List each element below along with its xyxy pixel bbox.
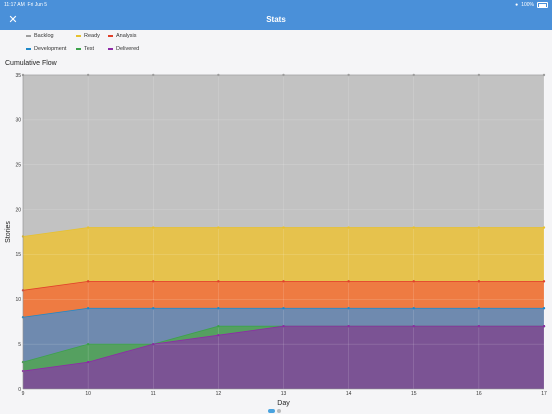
y-tick-label: 5 — [18, 342, 21, 348]
point-ready — [282, 226, 285, 229]
wifi-icon: ● — [515, 2, 519, 8]
point-analysis — [412, 280, 415, 283]
legend-item-test: Test — [76, 46, 94, 52]
point-analysis — [477, 280, 481, 283]
legend-item-development: Development — [26, 46, 66, 52]
point-analysis — [542, 280, 546, 283]
point-backlog — [282, 73, 285, 77]
status-date: Fri Jun 5 — [27, 2, 47, 8]
point-analysis — [347, 280, 350, 283]
point-development — [347, 307, 350, 310]
chart-title: Cumulative Flow — [5, 60, 57, 67]
area-delivered — [23, 326, 544, 389]
y-tick-label: 35 — [15, 73, 21, 79]
y-tick-label: 0 — [18, 387, 21, 393]
legend-label: Development — [34, 46, 67, 52]
point-ready — [477, 226, 481, 229]
point-test — [217, 325, 220, 328]
y-axis-label: Stories — [5, 221, 12, 243]
page-dot-active[interactable] — [268, 409, 275, 413]
point-ready — [217, 226, 220, 229]
legend-swatch — [26, 35, 31, 37]
legend-swatch — [76, 35, 81, 37]
x-tick-label: 11 — [151, 391, 156, 397]
point-delivered — [347, 325, 350, 328]
point-analysis — [217, 280, 220, 283]
point-development — [152, 307, 155, 310]
point-backlog — [86, 73, 90, 77]
x-tick-label: 12 — [216, 391, 222, 397]
point-delivered — [542, 325, 546, 328]
y-tick-label: 10 — [15, 297, 21, 303]
point-backlog — [477, 73, 481, 77]
point-development — [477, 307, 481, 310]
status-time: 11:17 AM — [4, 2, 25, 8]
point-delivered — [217, 333, 220, 337]
point-ready — [542, 226, 546, 229]
page-dot[interactable] — [277, 409, 281, 413]
nav-bar: ✕ Stats — [0, 10, 552, 30]
battery-icon — [537, 2, 548, 8]
point-delivered — [152, 342, 155, 346]
legend-swatch — [108, 48, 113, 50]
point-development — [412, 307, 415, 310]
point-test — [86, 342, 90, 346]
x-axis-label: Day — [277, 400, 290, 407]
x-tick-label: 13 — [281, 391, 287, 397]
legend-item-analysis: Analysis — [108, 33, 136, 39]
y-tick-label: 15 — [15, 252, 21, 258]
point-analysis — [86, 280, 90, 283]
legend-label: Analysis — [116, 33, 137, 39]
page-indicator — [268, 409, 281, 413]
point-development — [282, 307, 285, 310]
status-right: ● 100% — [515, 2, 548, 8]
point-analysis — [282, 280, 285, 283]
status-time-date: 11:17 AM Fri Jun 5 — [4, 2, 47, 8]
point-ready — [412, 226, 415, 229]
point-backlog — [217, 73, 220, 77]
legend-label: Backlog — [34, 33, 54, 39]
point-analysis — [152, 280, 155, 283]
legend-item-ready: Ready — [76, 33, 100, 39]
x-tick-label: 15 — [411, 391, 417, 397]
y-tick-label: 30 — [15, 118, 21, 124]
legend-swatch — [76, 48, 81, 50]
battery-percent: 100% — [521, 2, 534, 8]
point-development — [217, 307, 220, 310]
legend-label: Ready — [84, 33, 100, 39]
point-ready — [152, 226, 155, 229]
point-backlog — [347, 73, 350, 77]
point-delivered — [282, 325, 285, 328]
legend-item-backlog: Backlog — [26, 33, 54, 39]
x-tick-label: 14 — [346, 391, 352, 397]
point-delivered — [412, 325, 415, 328]
close-icon[interactable]: ✕ — [8, 14, 18, 26]
status-bar: 11:17 AM Fri Jun 5 ● 100% — [0, 0, 552, 10]
point-ready — [86, 226, 90, 229]
point-development — [542, 307, 546, 310]
legend-label: Delivered — [116, 46, 140, 52]
x-tick-label: 9 — [22, 391, 25, 397]
x-tick-label: 16 — [476, 391, 482, 397]
point-backlog — [542, 73, 546, 77]
legend-label: Test — [84, 46, 95, 52]
x-tick-label: 10 — [85, 391, 91, 397]
point-backlog — [412, 73, 415, 77]
point-backlog — [152, 73, 155, 77]
y-tick-label: 20 — [15, 207, 21, 213]
y-tick-label: 25 — [15, 163, 21, 169]
x-tick-label: 17 — [541, 391, 547, 397]
page-title: Stats — [266, 15, 286, 24]
point-ready — [347, 226, 350, 229]
point-delivered — [86, 360, 90, 364]
point-development — [86, 307, 90, 310]
legend-swatch — [108, 35, 113, 37]
legend-item-delivered: Delivered — [108, 46, 139, 52]
legend-swatch — [26, 48, 31, 50]
point-delivered — [477, 325, 481, 328]
cumulative-flow-chart: 9 10 11 12 13 14 15 16 17 0 5 10 15 20 25 30 35 Day Storie… — [5, 73, 547, 407]
